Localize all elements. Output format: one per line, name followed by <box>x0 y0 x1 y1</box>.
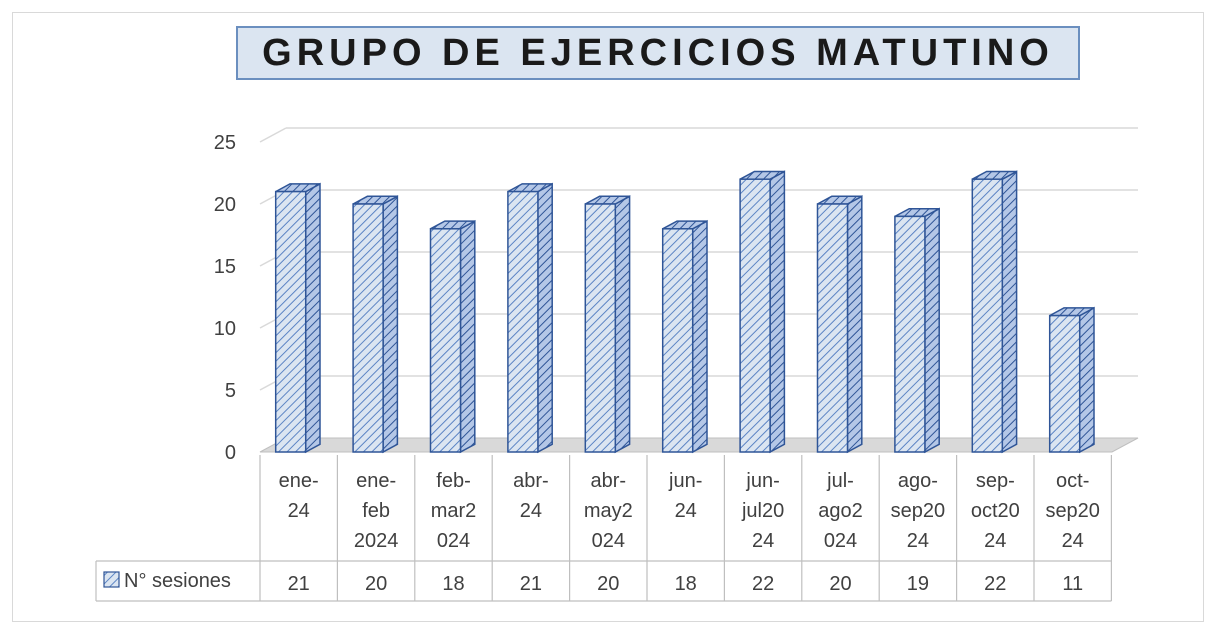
data-table-value: 19 <box>907 573 929 595</box>
y-tick-label: 15 <box>214 256 236 278</box>
bar <box>1048 306 1095 454</box>
x-tick-label: feb-mar2 024 <box>431 470 477 552</box>
x-tick-label: abr-may2 024 <box>584 470 633 552</box>
bar-front <box>507 190 539 453</box>
bar-side <box>382 195 399 454</box>
data-table-value: 18 <box>442 573 464 595</box>
data-table-value: 20 <box>365 573 387 595</box>
bar <box>507 182 553 454</box>
bar <box>894 207 940 454</box>
bar <box>816 195 863 454</box>
bar-front <box>739 178 771 453</box>
bar-side <box>769 170 786 454</box>
data-table-value: 11 <box>1062 573 1083 595</box>
data-table-value: 20 <box>597 573 619 595</box>
bar <box>584 195 631 454</box>
x-tick-label: sep-oct20 24 <box>971 470 1020 552</box>
data-table-value: 18 <box>675 573 697 595</box>
bar <box>274 182 321 454</box>
x-tick-label: ago-sep20 24 <box>891 470 946 552</box>
bar-front <box>661 228 694 453</box>
bar-front <box>1048 314 1081 453</box>
bar <box>352 195 399 454</box>
bar-side <box>1001 170 1018 454</box>
bar-side <box>304 182 321 454</box>
y-tick-label: 10 <box>214 318 236 340</box>
gridline-diagonal <box>259 127 287 143</box>
y-axis-ticks: 0 5 10 15 20 25 <box>214 132 236 464</box>
bar-side <box>846 195 863 454</box>
data-table-value: 22 <box>752 573 774 595</box>
data-table-value: 21 <box>288 573 310 595</box>
bar-side <box>691 219 708 454</box>
x-tick-label: jun-jul20 24 <box>741 470 784 552</box>
data-table-value: 20 <box>829 573 851 595</box>
bar-front <box>816 203 849 453</box>
y-tick-label: 20 <box>214 194 236 216</box>
x-tick-label: ene-feb 2024 <box>354 470 399 552</box>
bar-side <box>459 219 476 454</box>
y-tick-label: 5 <box>225 380 236 402</box>
bar-side <box>1078 306 1095 454</box>
data-table-value: 22 <box>984 573 1006 595</box>
bar-front <box>894 215 926 453</box>
x-tick-label: jun-24 <box>668 470 702 522</box>
bar <box>661 219 708 454</box>
bar-front <box>352 203 384 453</box>
y-tick-label: 25 <box>214 132 236 154</box>
x-tick-label: jul-ago2 024 <box>818 470 863 552</box>
bar-front <box>971 178 1004 453</box>
data-table-value: 21 <box>520 573 542 595</box>
legend-label: N° sesiones <box>124 570 231 592</box>
bar-side <box>614 195 631 454</box>
bar-side <box>924 207 940 454</box>
chart-title-box: GRUPO DE EJERCICIOS MATUTINO <box>236 26 1080 80</box>
chart-title: GRUPO DE EJERCICIOS MATUTINO <box>262 31 1054 74</box>
y-tick-label: 0 <box>225 442 236 464</box>
bar-front <box>429 228 462 453</box>
data-table: ene-24 ene-feb 2024 feb-mar2 024 abr-24 abr-ma… <box>95 455 1113 602</box>
bar-front <box>274 190 307 453</box>
x-tick-label: oct-sep20 24 <box>1045 470 1100 552</box>
x-tick-label: abr-24 <box>513 470 549 522</box>
bar-side <box>537 182 553 454</box>
legend-swatch <box>103 571 120 588</box>
bars <box>274 170 1095 454</box>
bar-front <box>584 203 617 453</box>
bar <box>739 170 786 454</box>
bar <box>971 170 1018 454</box>
x-tick-label: ene-24 <box>279 470 319 522</box>
bar <box>429 219 476 454</box>
